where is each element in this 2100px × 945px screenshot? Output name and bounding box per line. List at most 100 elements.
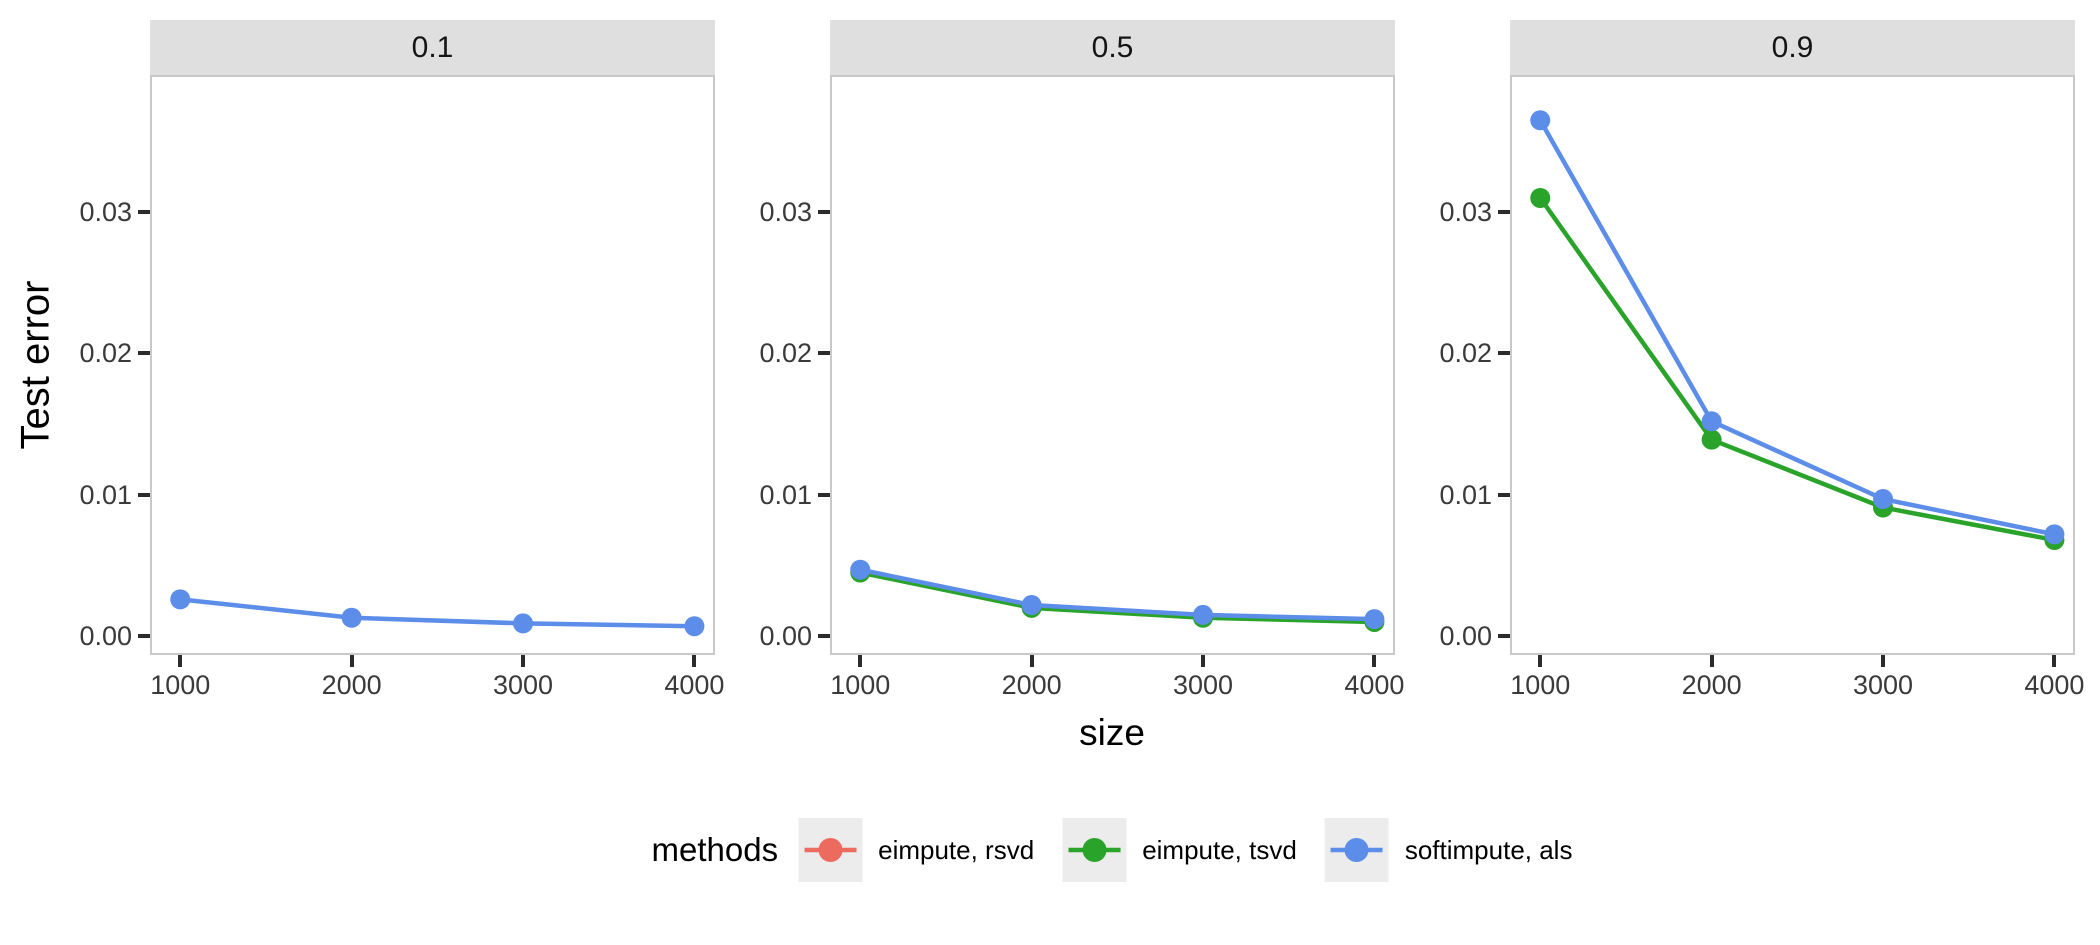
y-tick-mark bbox=[138, 634, 150, 639]
y-tick-mark bbox=[1498, 634, 1510, 639]
legend-key-glyph bbox=[1068, 838, 1121, 862]
y-tick-mark bbox=[138, 210, 150, 215]
legend-entry-label: softimpute, als bbox=[1404, 834, 1573, 865]
data-point bbox=[1021, 595, 1042, 616]
series-line bbox=[1538, 119, 2055, 537]
x-tick-label: 2000 bbox=[1001, 670, 1062, 700]
y-tick-mark bbox=[818, 351, 830, 356]
y-tick-mark bbox=[138, 492, 150, 497]
x-tick-label: 1000 bbox=[830, 670, 891, 700]
x-tick-mark bbox=[349, 655, 354, 667]
series-line bbox=[859, 567, 1375, 622]
facet-panel: 0.5 0.00 0.01 0.02 0.03 1000 2000 3000 4000 bbox=[759, 20, 1404, 700]
x-tick-mark bbox=[1881, 655, 1886, 667]
series-plot-svg bbox=[1530, 110, 2065, 551]
data-point bbox=[1193, 604, 1214, 625]
x-axis-title: size bbox=[1079, 712, 1145, 753]
x-tick-label: 3000 bbox=[1852, 670, 1914, 700]
legend-key-dot bbox=[818, 838, 843, 862]
legend: methods eimpute, rsvd eimpute, tsvd softim… bbox=[651, 818, 1573, 882]
legend-key bbox=[798, 818, 863, 882]
y-tick-label: 0.01 bbox=[759, 479, 812, 510]
data-point bbox=[684, 616, 705, 637]
facet-panel: 0.9 0.00 0.01 0.02 0.03 1000 2000 3000 4000 bbox=[1439, 20, 2084, 700]
y-tick-label: 0.02 bbox=[79, 338, 132, 369]
x-tick-label: 4000 bbox=[2024, 670, 2085, 700]
facet-strip: 0.5 bbox=[830, 20, 1395, 75]
data-point bbox=[1701, 411, 1722, 432]
data-point bbox=[513, 613, 534, 634]
y-tick-label: 0.03 bbox=[759, 197, 812, 228]
series-plot-svg bbox=[170, 589, 705, 637]
x-tick-mark bbox=[1201, 655, 1206, 667]
series-line bbox=[859, 570, 1375, 625]
y-tick-mark bbox=[818, 210, 830, 215]
y-tick-mark bbox=[1498, 492, 1510, 497]
x-tick-label: 2000 bbox=[1681, 670, 1742, 700]
x-tick-mark bbox=[1538, 655, 1543, 667]
facet-strip-label: 0.9 bbox=[1771, 30, 1814, 64]
data-point bbox=[1530, 188, 1551, 209]
x-tick-mark bbox=[1029, 655, 1034, 667]
legend-key-glyph bbox=[1330, 838, 1383, 862]
data-point bbox=[1701, 429, 1722, 450]
y-tick-mark bbox=[818, 492, 830, 497]
x-tick-label: 2000 bbox=[321, 670, 382, 700]
y-tick-label: 0.03 bbox=[79, 197, 132, 228]
series-line bbox=[1538, 196, 2055, 543]
data-point bbox=[170, 589, 191, 610]
facet-strip-label: 0.1 bbox=[411, 30, 454, 64]
facet-strip: 0.9 bbox=[1510, 20, 2075, 75]
y-tick-label: 0.02 bbox=[759, 338, 812, 369]
y-tick-mark bbox=[138, 351, 150, 356]
legend-key bbox=[1324, 818, 1389, 882]
y-tick-label: 0.02 bbox=[1439, 338, 1492, 369]
x-tick-label: 4000 bbox=[1344, 670, 1405, 700]
y-tick-label: 0.00 bbox=[79, 621, 132, 652]
legend-entry: softimpute, als bbox=[1324, 818, 1573, 882]
plot-area: 0.00 0.01 0.02 0.03 1000 2000 3000 4000 bbox=[79, 75, 724, 700]
legend-entry-label: eimpute, rsvd bbox=[878, 834, 1035, 865]
x-tick-label: 3000 bbox=[492, 670, 554, 700]
data-point bbox=[1364, 609, 1385, 630]
data-point bbox=[850, 559, 871, 580]
y-tick-label: 0.00 bbox=[1439, 621, 1492, 652]
x-tick-mark bbox=[1709, 655, 1714, 667]
x-tick-label: 4000 bbox=[664, 670, 725, 700]
legend-entry-label: eimpute, tsvd bbox=[1142, 834, 1297, 865]
plot-area: 0.00 0.01 0.02 0.03 1000 2000 3000 4000 bbox=[1439, 75, 2084, 700]
series-line bbox=[180, 597, 695, 629]
y-tick-label: 0.03 bbox=[1439, 197, 1492, 228]
legend-key bbox=[1062, 818, 1127, 882]
legend-title: methods bbox=[651, 831, 779, 868]
facet-strip-label: 0.5 bbox=[1091, 30, 1134, 64]
x-tick-mark bbox=[521, 655, 526, 667]
data-point bbox=[2044, 524, 2065, 545]
x-tick-label: 1000 bbox=[1510, 670, 1571, 700]
data-point bbox=[1530, 110, 1551, 131]
facet-strip: 0.1 bbox=[150, 20, 715, 75]
legend-key-dot bbox=[1082, 838, 1107, 862]
y-tick-mark bbox=[1498, 351, 1510, 356]
y-tick-mark bbox=[818, 634, 830, 639]
data-point bbox=[341, 607, 362, 628]
x-tick-mark bbox=[2052, 655, 2057, 667]
legend-entry: eimpute, rsvd bbox=[798, 818, 1034, 882]
x-tick-mark bbox=[692, 655, 697, 667]
x-tick-mark bbox=[178, 655, 183, 667]
y-tick-label: 0.01 bbox=[1439, 479, 1492, 510]
x-tick-label: 3000 bbox=[1172, 670, 1234, 700]
facet-panel: 0.1 0.00 0.01 0.02 0.03 1000 2000 3000 4000 bbox=[79, 20, 724, 700]
legend-entry: eimpute, tsvd bbox=[1062, 818, 1297, 882]
x-tick-label: 1000 bbox=[150, 670, 211, 700]
legend-key-glyph bbox=[804, 838, 857, 862]
series-plot-svg bbox=[850, 559, 1385, 632]
x-tick-mark bbox=[1372, 655, 1377, 667]
legend-key-dot bbox=[1344, 838, 1369, 862]
plot-area: 0.00 0.01 0.02 0.03 1000 2000 3000 4000 bbox=[759, 75, 1404, 700]
x-tick-mark bbox=[858, 655, 863, 667]
y-tick-label: 0.00 bbox=[759, 621, 812, 652]
y-tick-mark bbox=[1498, 210, 1510, 215]
y-tick-label: 0.01 bbox=[79, 479, 132, 510]
